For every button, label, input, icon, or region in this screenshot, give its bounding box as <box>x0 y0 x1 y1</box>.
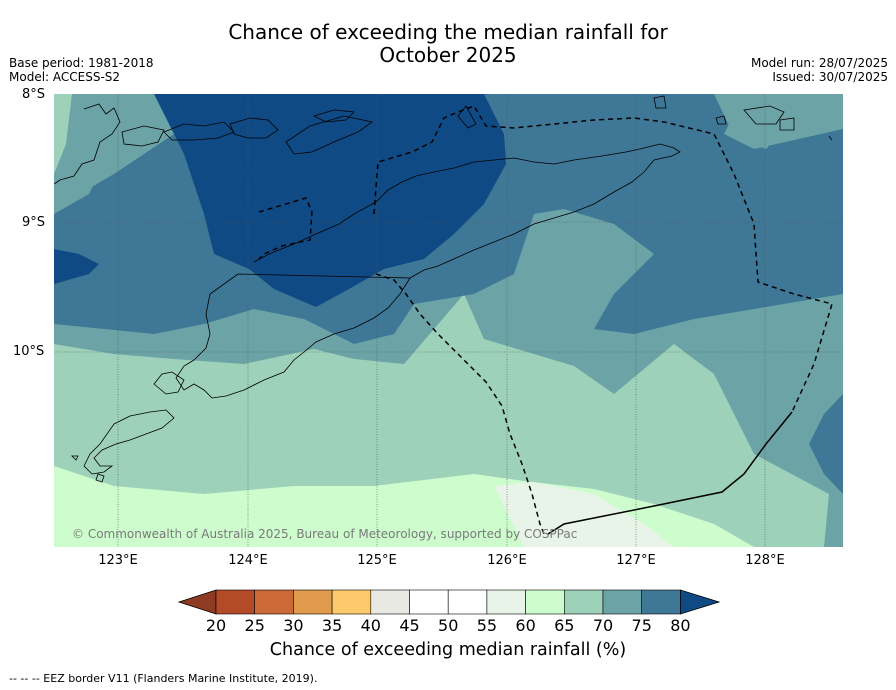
colorbar-tick-label: 75 <box>631 616 652 635</box>
lat-label-9s: 9°S <box>22 215 46 230</box>
colorbar-tick-label: 80 <box>670 616 691 635</box>
colorbar-tick-label: 65 <box>554 616 575 635</box>
colorbar-segment <box>409 589 449 615</box>
graticule <box>54 94 843 547</box>
lon-label-126e: 126°E <box>487 553 527 568</box>
zone-65-70-nw <box>54 94 72 174</box>
colorbar-tick-label: 45 <box>399 616 420 635</box>
map-title-line1: Chance of exceeding the median rainfall … <box>228 20 668 44</box>
colorbar-segment <box>254 589 294 615</box>
eez-border <box>258 105 833 535</box>
zone-over-80 <box>154 94 506 307</box>
colorbar-tick-label: 25 <box>244 616 265 635</box>
zone-75-80-east <box>809 394 843 494</box>
lon-label-128e: 128°E <box>745 553 785 568</box>
colorbar-segment <box>486 589 526 615</box>
copyright-note: © Commonwealth of Australia 2025, Bureau… <box>72 527 578 541</box>
colorbar-segment <box>331 589 372 615</box>
zone-70-75-nw <box>54 94 126 214</box>
model-label: Model: ACCESS-S2 <box>9 70 121 84</box>
zone-70-75-ne <box>714 94 814 149</box>
map-title-line2: October 2025 <box>379 43 517 67</box>
colorbar-tick-label: 40 <box>360 616 381 635</box>
colorbar <box>178 589 720 615</box>
colorbar-segment <box>447 589 488 615</box>
lon-label-124e: 124°E <box>228 553 268 568</box>
lon-label-127e: 127°E <box>616 553 656 568</box>
colorbar-tick-label: 60 <box>515 616 536 635</box>
rainfall-map <box>54 94 843 547</box>
colorbar-tick-label: 55 <box>476 616 498 635</box>
colorbar-under-arrow <box>178 589 217 615</box>
colorbar-label: Chance of exceeding median rainfall (%) <box>269 640 627 660</box>
base-period-label: Base period: 1981-2018 <box>9 56 154 70</box>
colorbar-tick-label: 50 <box>438 616 459 635</box>
colorbar-tick-label: 70 <box>592 616 614 635</box>
colorbar-segment <box>563 589 604 615</box>
colorbar-tick-label: 30 <box>283 616 304 635</box>
lat-label-10s: 10°S <box>13 344 45 359</box>
coastline <box>54 95 833 483</box>
lon-label-125e: 125°E <box>357 553 397 568</box>
colorbar-over-arrow <box>679 589 720 615</box>
colorbar-tick-label: 20 <box>205 616 227 635</box>
colorbar-segment <box>602 589 643 615</box>
maritime-boundary <box>547 411 793 535</box>
colorbar-tick-label: 35 <box>321 616 343 635</box>
colorbar-segment <box>370 589 410 615</box>
model-run-label: Model run: 28/07/2025 <box>750 56 888 70</box>
zone-55-60 <box>494 482 674 547</box>
colorbar-segment <box>525 589 565 615</box>
lon-label-123e: 123°E <box>98 553 138 568</box>
colorbar-segment <box>293 589 333 615</box>
zone-over-80-west <box>54 249 99 284</box>
issued-label: Issued: 30/07/2025 <box>772 70 888 84</box>
colorbar-segment <box>641 589 681 615</box>
colorbar-segment <box>215 589 256 615</box>
lat-label-8s: 8°S <box>22 87 46 102</box>
footnote: -- -- -- EEZ border V11 (Flanders Marine… <box>9 672 318 685</box>
